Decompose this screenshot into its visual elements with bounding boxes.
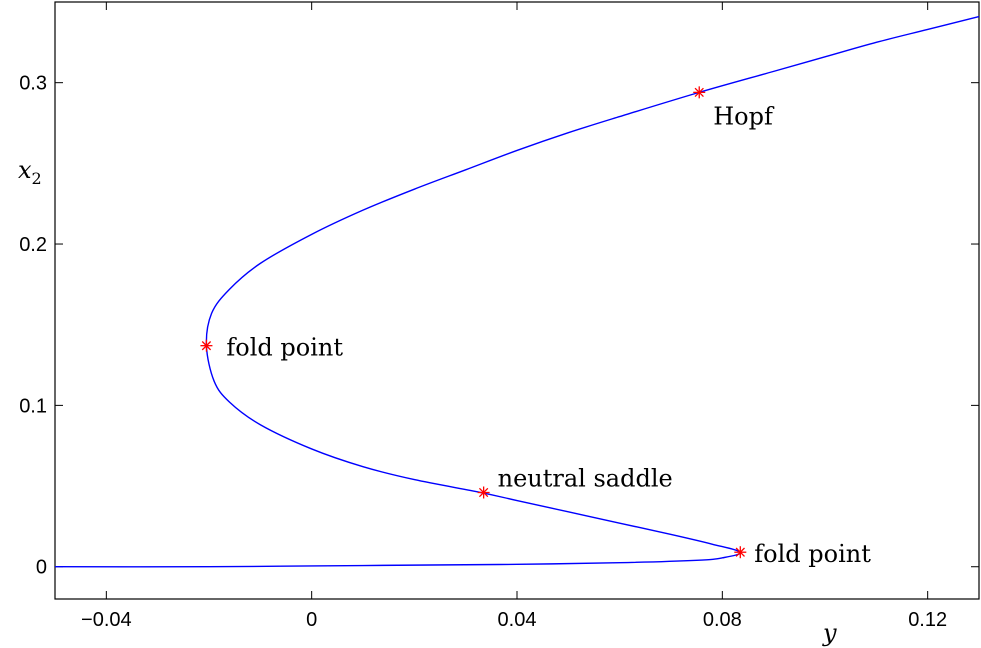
x-tick-label: 0.08: [703, 609, 742, 631]
special-point-label: fold point: [226, 334, 343, 362]
x-tick-label: −0.04: [81, 609, 132, 631]
x-tick-labels: −0.04 0 0.04 0.08 0.12: [81, 609, 947, 631]
special-point-label: neutral saddle: [498, 465, 673, 493]
x-axis-label: y: [822, 619, 837, 647]
y-axis-label-subscript: 2: [32, 169, 42, 188]
y-tick-label: 0.3: [19, 73, 47, 95]
plot-frame: [55, 2, 979, 599]
special-point-label: Hopf: [713, 102, 775, 130]
y-tick-label: 0.1: [19, 395, 47, 417]
y-tick-label: 0: [36, 557, 47, 579]
special-point-label: fold point: [754, 540, 871, 568]
x-tick-label: 0: [306, 609, 317, 631]
y-axis-label: x2: [18, 156, 42, 188]
x-tick-label: 0.12: [908, 609, 947, 631]
y-tick-labels: 0 0.1 0.2 0.3: [19, 73, 47, 579]
y-tick-label: 0.2: [19, 234, 47, 256]
special-point-marker: [693, 86, 705, 98]
y-axis-label-base: x: [18, 156, 32, 184]
x-tick-label: 0.04: [498, 609, 537, 631]
